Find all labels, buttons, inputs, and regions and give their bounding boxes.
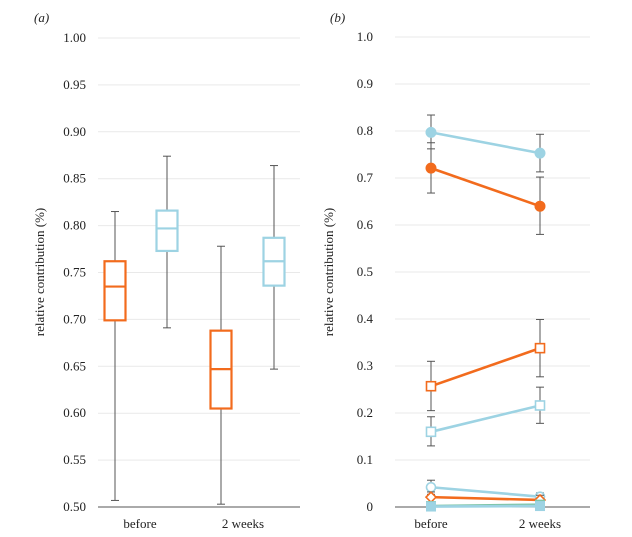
y-tick-label: 0.70 bbox=[63, 311, 86, 326]
box-iqr bbox=[155, 209, 179, 253]
y-tick-label: 0.55 bbox=[63, 452, 86, 467]
y-tick-label: 0.65 bbox=[63, 358, 86, 373]
y-axis-label: relative contribution (%) bbox=[321, 208, 336, 337]
y-tick-label: 0 bbox=[367, 499, 374, 514]
y-tick-label: 0.8 bbox=[357, 123, 373, 138]
series-2 bbox=[425, 142, 546, 235]
data-point bbox=[534, 147, 546, 159]
y-tick-label: 0.3 bbox=[357, 358, 373, 373]
y-tick-label: 0.80 bbox=[63, 218, 86, 233]
y-tick-label: 0.50 bbox=[63, 499, 86, 514]
panel-a-label: (a) bbox=[34, 10, 49, 25]
x-tick-label: 2 weeks bbox=[222, 516, 264, 531]
x-tick-label: before bbox=[123, 516, 156, 531]
series-6 bbox=[424, 490, 547, 507]
box-1 bbox=[103, 211, 127, 501]
y-tick-label: 0.75 bbox=[63, 265, 86, 280]
y-tick-label: 0.60 bbox=[63, 405, 86, 420]
series-1 bbox=[425, 114, 546, 173]
x-tick-label: before bbox=[414, 516, 447, 531]
x-tick-label: 2 weeks bbox=[519, 516, 561, 531]
box-iqr bbox=[103, 260, 127, 322]
series-line bbox=[430, 485, 541, 498]
data-point bbox=[425, 162, 437, 174]
data-point bbox=[535, 501, 545, 512]
y-tick-label: 0.9 bbox=[357, 76, 373, 91]
data-point bbox=[534, 200, 546, 212]
panel-b-label: (b) bbox=[330, 10, 345, 25]
y-axis-label: relative contribution (%) bbox=[32, 208, 47, 337]
y-tick-label: 0.7 bbox=[357, 170, 374, 185]
y-tick-label: 0.95 bbox=[63, 77, 86, 92]
series-line bbox=[430, 495, 541, 502]
y-tick-label: 1.0 bbox=[357, 29, 373, 44]
y-tick-label: 0.90 bbox=[63, 124, 86, 139]
data-point bbox=[425, 380, 437, 392]
y-tick-label: 0.4 bbox=[357, 311, 374, 326]
series-line bbox=[430, 131, 541, 155]
panel-b: (b) 1.0 0.9 0.8 0.7 0.6 0.5 0.4 0.3 0.2 0.1 0 relati… bbox=[321, 10, 590, 531]
series-line bbox=[430, 404, 541, 434]
data-point bbox=[425, 426, 437, 438]
box-3 bbox=[209, 245, 233, 505]
y-tick-label: 0.6 bbox=[357, 217, 374, 232]
data-point bbox=[425, 481, 437, 493]
y-tick-label: 0.2 bbox=[357, 405, 373, 420]
data-point bbox=[424, 490, 438, 504]
series-line bbox=[430, 166, 541, 208]
y-tick-label: 0.5 bbox=[357, 264, 373, 279]
data-point bbox=[534, 342, 546, 354]
box-4 bbox=[262, 165, 286, 370]
data-point bbox=[425, 126, 437, 138]
series-8 bbox=[426, 501, 545, 512]
y-tick-label: 1.00 bbox=[63, 30, 86, 45]
box-2 bbox=[155, 155, 179, 329]
y-tick-label: 0.1 bbox=[357, 452, 373, 467]
data-point bbox=[426, 501, 436, 512]
series-line bbox=[430, 346, 541, 388]
series-4 bbox=[425, 386, 546, 447]
panel-a: (a) 1.00 0.95 0.90 0.85 0.80 0.75 0.70 0.65 0.60 0… bbox=[32, 10, 300, 531]
data-point bbox=[534, 400, 546, 411]
y-tick-label: 0.85 bbox=[63, 171, 86, 186]
series-3 bbox=[425, 318, 546, 412]
